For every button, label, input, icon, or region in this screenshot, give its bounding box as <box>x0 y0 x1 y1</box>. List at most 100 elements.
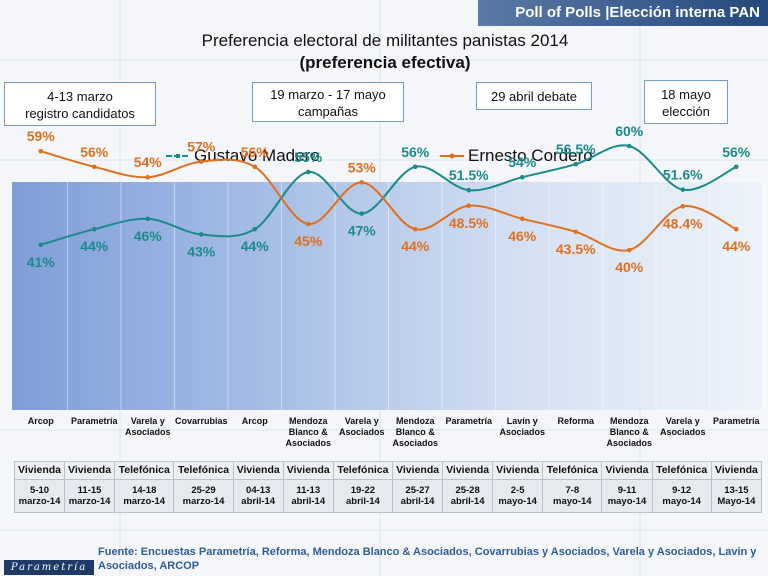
cordero-data-label: 56% <box>241 144 270 160</box>
category-label: Varela y Asociados <box>338 416 385 437</box>
madero-data-label: 55% <box>294 149 323 165</box>
cordero-data-label: 48.4% <box>663 215 703 231</box>
cordero-data-label: 44% <box>722 238 751 254</box>
cordero-data-label: 59% <box>27 128 56 144</box>
category-label: Varela y Asociados <box>124 416 171 437</box>
cordero-point <box>519 216 525 222</box>
madero-data-label: 43% <box>187 243 216 259</box>
madero-data-label: 44% <box>241 238 270 254</box>
cordero-point <box>38 148 44 154</box>
phase-registro: 4-13 marzo registro candidatos <box>4 82 156 126</box>
cordero-data-label: 43.5% <box>556 241 596 257</box>
method-cell: Vivienda <box>492 461 544 480</box>
date-cell: 25-27 abril-14 <box>392 479 444 513</box>
madero-point <box>38 242 44 248</box>
madero-point <box>91 226 97 232</box>
chart-title-block: Preferencia electoral de militantes pani… <box>150 30 620 74</box>
category-label: Varela y Asociados <box>659 416 706 437</box>
cordero-data-label: 46% <box>508 228 537 244</box>
cordero-point <box>466 203 472 209</box>
legend-cordero-swatch <box>440 153 464 159</box>
madero-point <box>359 211 365 216</box>
dates-row: 5-10 marzo-14 11-15 marzo-14 14-18 marzo-1… <box>13 479 763 513</box>
survey-table: Vivienda Vivienda Telefónica Telefónica Vivi… <box>13 461 763 513</box>
category-label: Mendoza Blanco & Asociados <box>285 416 331 448</box>
chart-subtitle: (preferencia efectiva) <box>299 53 471 72</box>
methods-row: Vivienda Vivienda Telefónica Telefónica Vivi… <box>13 461 763 480</box>
madero-point <box>198 232 204 237</box>
date-cell: 7-8 mayo-14 <box>542 479 603 513</box>
cordero-point <box>145 174 151 180</box>
date-cell: 2-5 mayo-14 <box>492 479 544 513</box>
cordero-data-label: 40% <box>615 259 644 275</box>
madero-point <box>466 187 472 193</box>
date-cell: 11-13 abril-14 <box>282 479 334 513</box>
date-cell: 11-15 marzo-14 <box>64 479 116 513</box>
date-cell: 9-11 mayo-14 <box>601 479 653 513</box>
cordero-point <box>359 180 365 185</box>
cordero-point <box>91 164 97 170</box>
date-cell: 9-12 mayo-14 <box>651 479 712 513</box>
category-label: Arcop <box>241 416 268 426</box>
method-cell: Telefónica <box>173 461 234 480</box>
header-banner: Poll of Polls |Elección interna PAN <box>478 0 768 26</box>
method-cell: Vivienda <box>232 461 284 480</box>
cordero-data-label: 54% <box>134 154 163 170</box>
date-cell: 5-10 marzo-14 <box>13 479 66 513</box>
madero-point <box>519 174 525 180</box>
legend-madero-swatch <box>166 154 190 158</box>
chart-title: Preferencia electoral de militantes pani… <box>201 31 569 50</box>
date-cell: 04-13 abril-14 <box>232 479 284 513</box>
madero-point <box>252 226 258 232</box>
cordero-data-label: 44% <box>401 238 430 254</box>
madero-data-label: 56% <box>401 144 430 160</box>
phase-debate: 29 abril debate <box>476 82 592 110</box>
category-label: Reforma <box>557 416 594 426</box>
category-label: Parametría <box>70 416 118 426</box>
madero-data-label: 56% <box>722 144 751 160</box>
madero-point <box>412 164 418 170</box>
cordero-point <box>305 221 311 227</box>
method-cell: Telefónica <box>651 461 712 480</box>
madero-data-label: 54% <box>508 154 537 170</box>
cordero-point <box>198 159 204 164</box>
method-cell: Vivienda <box>282 461 334 480</box>
cordero-data-label: 48.5% <box>449 215 489 231</box>
madero-data-label: 41% <box>27 254 56 270</box>
madero-data-label: 60% <box>615 123 644 139</box>
madero-data-label: 51.6% <box>663 167 703 183</box>
method-cell: Telefónica <box>332 461 394 480</box>
legend-cordero-label: Ernesto Cordero <box>468 146 593 165</box>
cordero-point <box>733 226 739 232</box>
date-cell: 13-15 Mayo-14 <box>710 479 763 513</box>
madero-data-label: 46% <box>134 228 163 244</box>
date-cell: 19-22 abril-14 <box>332 479 394 513</box>
method-cell: Vivienda <box>13 461 66 480</box>
phase-campanas: 19 marzo - 17 mayo campañas <box>252 82 404 122</box>
category-label: Lavín y Asociados <box>499 416 545 437</box>
category-label: Mendoza Blanco & Asociados <box>606 416 652 448</box>
madero-point <box>145 216 151 222</box>
method-cell: Telefónica <box>542 461 603 480</box>
madero-data-label: 47% <box>348 223 377 239</box>
cordero-data-label: 45% <box>294 233 323 249</box>
parametria-logo: Parametría <box>4 560 94 575</box>
cordero-point <box>252 164 258 170</box>
method-cell: Telefónica <box>114 461 175 480</box>
cordero-data-label: 57% <box>187 139 216 155</box>
cordero-point <box>680 204 686 209</box>
method-cell: Vivienda <box>710 461 763 480</box>
date-cell: 25-29 marzo-14 <box>173 479 234 513</box>
madero-point <box>573 161 579 167</box>
cordero-point <box>626 247 632 253</box>
cordero-point <box>412 226 418 232</box>
category-label: Parametría <box>712 416 760 426</box>
madero-data-label: 56.5% <box>556 141 596 157</box>
category-label: Mendoza Blanco & Asociados <box>392 416 438 448</box>
madero-data-label: 51.5% <box>449 167 489 183</box>
source-note: Fuente: Encuestas Parametría, Reforma, M… <box>98 546 757 572</box>
method-cell: Vivienda <box>442 461 494 480</box>
method-cell: Vivienda <box>64 461 116 480</box>
legend-cordero: Ernesto Cordero <box>440 146 593 166</box>
